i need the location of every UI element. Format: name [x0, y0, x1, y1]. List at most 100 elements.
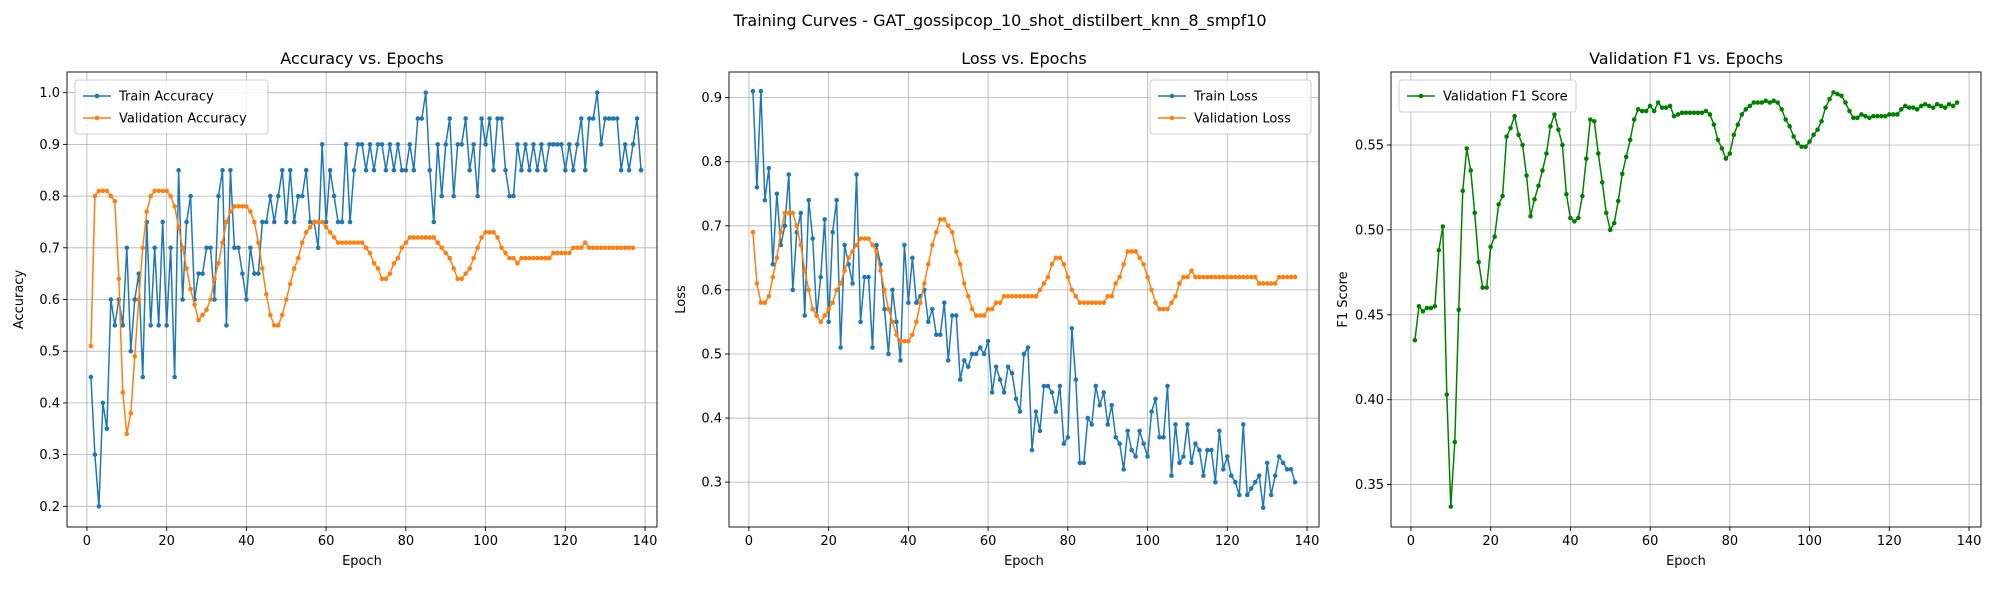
data-point [830, 300, 835, 306]
x-tick-label: 120 [1877, 534, 1902, 549]
data-point [1655, 100, 1661, 105]
data-point [1759, 100, 1765, 105]
y-tick-label: 0.2 [39, 500, 60, 515]
y-tick-label: 0.9 [701, 91, 722, 106]
data-point [1284, 467, 1290, 472]
data-point [1779, 107, 1784, 112]
data-point [941, 300, 947, 306]
data-point [1272, 473, 1278, 479]
data-point [838, 281, 843, 286]
data-point [204, 307, 209, 313]
legend-box [1149, 79, 1312, 135]
y-tick-label: 0.9 [39, 138, 60, 153]
data-point [184, 219, 189, 225]
data-point [806, 197, 812, 203]
data-point [790, 210, 796, 216]
data-point [383, 167, 389, 173]
data-point [774, 191, 780, 197]
data-point [1185, 274, 1190, 280]
data-point [164, 188, 169, 194]
data-point [1536, 183, 1541, 189]
data-point [1240, 274, 1246, 280]
data-point [1149, 409, 1154, 414]
data-point [822, 217, 827, 222]
data-point [519, 255, 524, 261]
data-point [1025, 294, 1031, 299]
data-point [1153, 300, 1158, 306]
data-point [1663, 105, 1669, 110]
data-point [1831, 90, 1836, 95]
data-point [1205, 447, 1210, 453]
data-point [1416, 303, 1422, 309]
data-point [1827, 96, 1832, 102]
data-point [842, 268, 847, 273]
data-point [483, 142, 488, 147]
data-point [926, 261, 931, 267]
data-point [1627, 137, 1633, 143]
data-point [1229, 473, 1234, 479]
data-point [945, 358, 951, 363]
data-point [1209, 274, 1214, 280]
data-point [228, 167, 233, 173]
data-point [1667, 103, 1673, 109]
data-point [798, 242, 804, 248]
data-point [1859, 112, 1864, 117]
data-point [758, 88, 764, 94]
data-point [1560, 142, 1565, 148]
data-point [1775, 100, 1780, 105]
data-point [594, 245, 600, 251]
data-point [1232, 274, 1238, 280]
data-point [1041, 281, 1047, 286]
data-point [236, 204, 241, 209]
data-point [574, 142, 580, 147]
data-point [224, 219, 229, 225]
data-point [443, 250, 449, 256]
data-point [914, 300, 919, 306]
data-point [307, 219, 313, 225]
data-point [762, 300, 768, 306]
data-point [1847, 108, 1852, 114]
x-tick-label: 40 [238, 534, 255, 549]
data-point [930, 306, 935, 312]
data-point [1061, 441, 1067, 446]
data-point [1221, 274, 1226, 280]
data-point [331, 235, 337, 240]
data-point [1268, 281, 1274, 286]
data-point [1540, 168, 1545, 173]
data-point [1902, 103, 1908, 109]
data-point [299, 240, 305, 245]
data-point [1855, 115, 1860, 121]
data-point [339, 219, 345, 225]
data-point [283, 219, 289, 225]
data-point [451, 193, 456, 199]
data-point [1615, 198, 1621, 204]
data-point [1205, 274, 1210, 280]
legend: Train Accuracy Validation Accuracy [74, 79, 269, 135]
data-point [1719, 146, 1725, 151]
data-point [1914, 107, 1920, 112]
data-point [1061, 261, 1067, 267]
data-point [152, 245, 157, 251]
data-point [539, 142, 544, 147]
data-point [547, 255, 552, 261]
data-point [1157, 306, 1162, 312]
data-point [435, 142, 441, 147]
data-point [598, 142, 604, 147]
data-point [455, 276, 460, 282]
data-point [439, 193, 445, 199]
data-point [403, 167, 409, 173]
data-point [1787, 124, 1792, 129]
figure-suptitle: Training Curves - GAT_gossipcop_10_shot_… [732, 11, 1266, 31]
data-point [1891, 112, 1896, 117]
data-point [1137, 255, 1142, 261]
data-point [1647, 103, 1653, 109]
data-point [866, 274, 871, 280]
x-tick-label: 40 [1562, 534, 1579, 549]
data-point [570, 167, 576, 173]
data-point [1807, 139, 1812, 144]
data-point [275, 193, 281, 199]
data-point [1739, 112, 1745, 117]
data-point [1117, 274, 1122, 280]
data-point [551, 142, 556, 147]
data-point [1607, 227, 1613, 233]
